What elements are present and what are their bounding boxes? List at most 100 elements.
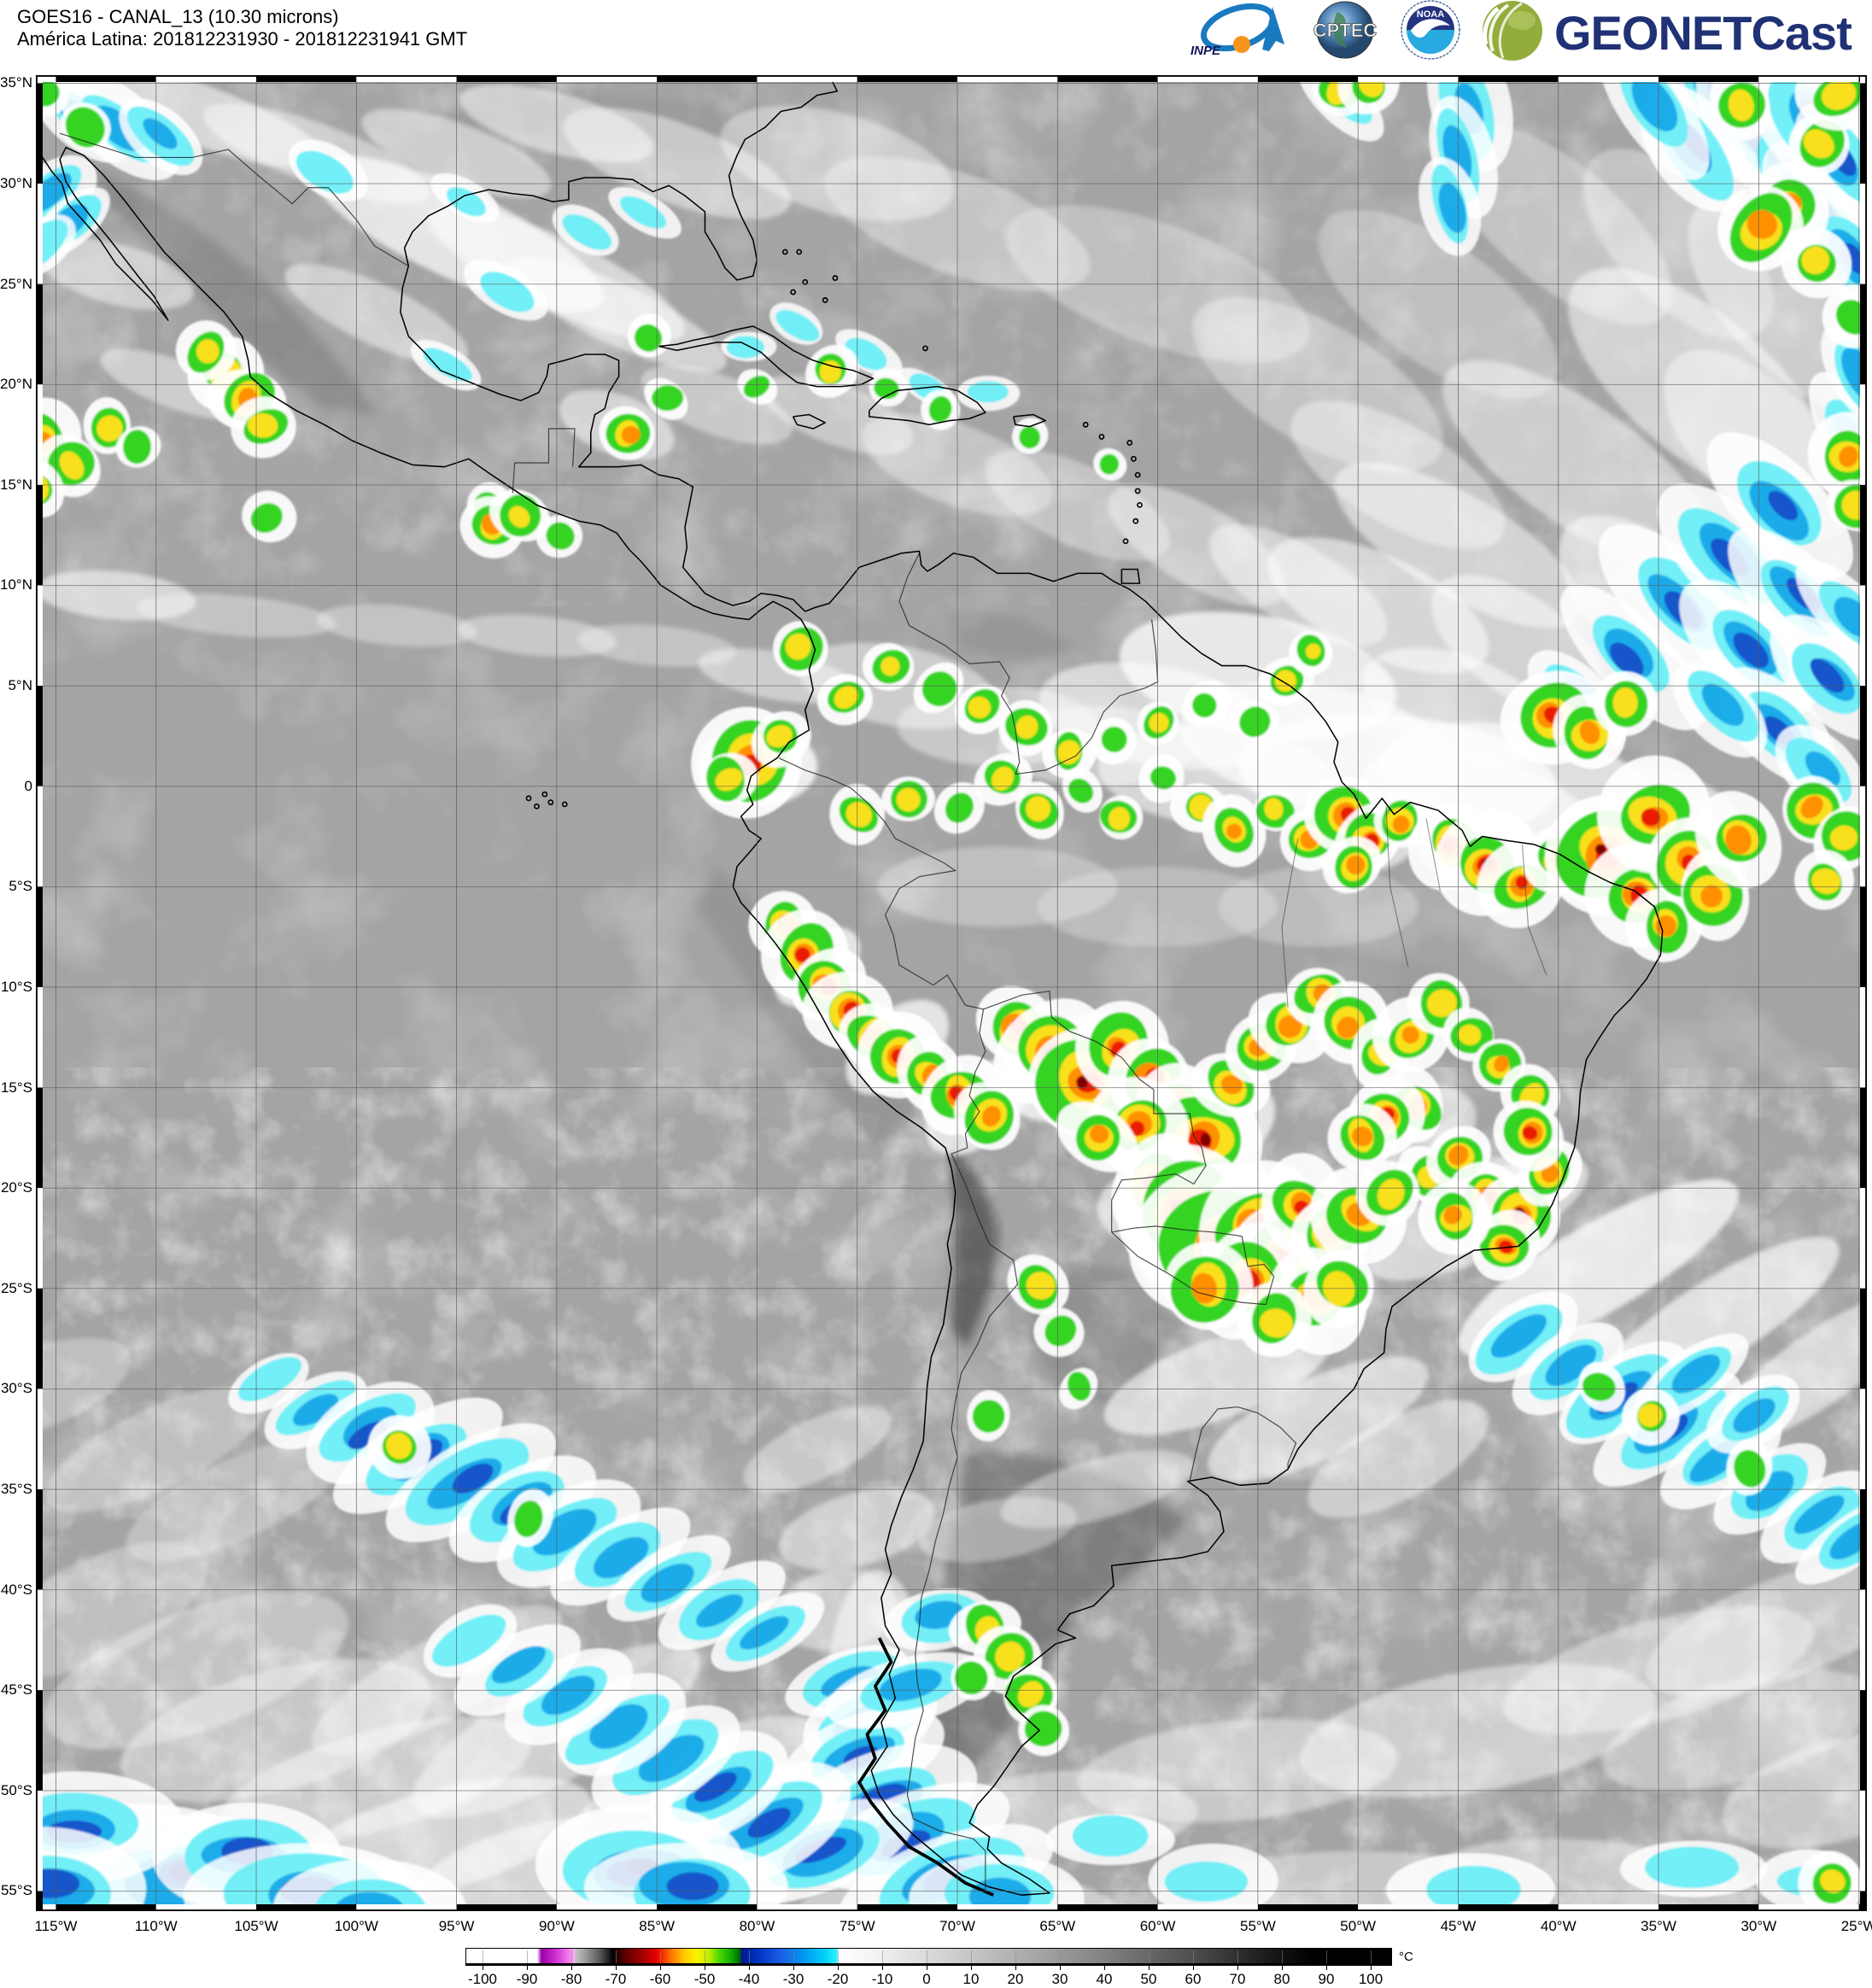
colorbar-tick xyxy=(1237,1966,1238,1970)
lat-label: 10°N xyxy=(0,576,32,593)
colorbar-inner-tick xyxy=(527,1950,528,1963)
colorbar-inner-tick xyxy=(1060,1950,1061,1963)
colorbar-tick-label: -90 xyxy=(516,1971,538,1987)
lon-label: 85°W xyxy=(639,1918,676,1934)
lon-label: 65°W xyxy=(1039,1918,1076,1934)
colorbar-tick xyxy=(1149,1966,1150,1970)
colorbar-inner-tick xyxy=(1237,1950,1238,1963)
colorbar-tick-label: -20 xyxy=(827,1971,849,1987)
lat-label: 45°S xyxy=(0,1681,32,1699)
colorbar-tick xyxy=(616,1966,617,1970)
colorbar-inner-tick xyxy=(793,1950,794,1963)
colorbar-inner-tick xyxy=(616,1950,617,1963)
lat-label: 30°S xyxy=(0,1380,32,1397)
lat-label: 5°N xyxy=(8,677,32,694)
colorbar-inner-tick xyxy=(838,1950,839,1963)
lon-label: 105°W xyxy=(234,1918,278,1934)
colorbar-tick-label: 10 xyxy=(962,1971,980,1987)
colorbar-tick-label: -60 xyxy=(649,1971,671,1987)
lon-label: 100°W xyxy=(334,1918,378,1934)
lat-label: 35°S xyxy=(0,1481,32,1498)
colorbar-tick-label: -10 xyxy=(871,1971,893,1987)
svg-text:NOAA: NOAA xyxy=(1417,9,1444,20)
colorbar-tick xyxy=(793,1966,794,1970)
colorbar-tick-label: -70 xyxy=(605,1971,627,1987)
colorbar-tick xyxy=(571,1966,572,1970)
lon-label: 90°W xyxy=(538,1918,575,1934)
cptec-logo: CPTEC xyxy=(1313,1,1378,59)
lat-label: 55°S xyxy=(0,1882,32,1899)
lon-label: 115°W xyxy=(34,1918,78,1934)
lat-label: 25°S xyxy=(0,1279,32,1296)
colorbar-tick xyxy=(1282,1966,1283,1970)
colorbar-tick-label: -50 xyxy=(693,1971,716,1987)
colorbar-tick xyxy=(882,1966,883,1970)
lon-label: 55°W xyxy=(1240,1918,1276,1934)
lat-label: 5°S xyxy=(9,878,32,895)
satellite-map-panel xyxy=(36,75,1867,1911)
lat-label: 20°N xyxy=(0,376,32,393)
colorbar-inner-tick xyxy=(1326,1950,1327,1963)
colorbar-unit: °C xyxy=(1399,1950,1413,1964)
colorbar-tick-label: 30 xyxy=(1051,1971,1068,1987)
colorbar-inner-tick xyxy=(749,1950,750,1963)
lon-label: 70°W xyxy=(939,1918,975,1934)
satellite-ir-image xyxy=(36,75,1867,1911)
colorbar-tick-label: -80 xyxy=(560,1971,582,1987)
colorbar-tick xyxy=(660,1966,661,1970)
colorbar-tick-label: 90 xyxy=(1318,1971,1335,1987)
colorbar-inner-tick xyxy=(1015,1950,1016,1963)
lat-label: 35°N xyxy=(0,74,32,91)
colorbar-tick xyxy=(1015,1966,1016,1970)
lon-label: 35°W xyxy=(1641,1918,1676,1934)
colorbar-tick-label: 100 xyxy=(1358,1971,1384,1987)
colorbar-tick-label: 40 xyxy=(1096,1971,1113,1987)
lat-label: 20°S xyxy=(0,1179,32,1196)
colorbar-tick-label: 80 xyxy=(1273,1971,1290,1987)
lat-label: 10°S xyxy=(0,978,32,995)
lon-label: 110°W xyxy=(134,1918,178,1934)
colorbar-tick xyxy=(1326,1966,1327,1970)
inpe-logo: INPE xyxy=(1190,3,1284,58)
colorbar-tick xyxy=(1104,1966,1105,1970)
lon-label: 40°W xyxy=(1540,1918,1577,1934)
colorbar-tick xyxy=(1371,1966,1372,1970)
lat-label: 40°S xyxy=(0,1581,32,1598)
lon-label: 25°W xyxy=(1840,1918,1872,1934)
geonetcast-logo xyxy=(1483,1,1542,61)
colorbar-tick-label: 60 xyxy=(1185,1971,1202,1987)
colorbar-inner-tick xyxy=(1104,1950,1105,1963)
lat-label: 15°S xyxy=(0,1079,32,1096)
lat-label: 30°N xyxy=(0,175,32,192)
colorbar-tick xyxy=(1060,1966,1061,1970)
lon-label: 50°W xyxy=(1340,1918,1377,1934)
noaa-logo: NOAA xyxy=(1401,0,1460,60)
colorbar-tick-label: -100 xyxy=(467,1971,498,1987)
colorbar-tick-label: 20 xyxy=(1007,1971,1024,1987)
colorbar-tick xyxy=(749,1966,750,1970)
lat-label: 0 xyxy=(24,777,32,794)
colorbar-inner-tick xyxy=(1149,1950,1150,1963)
lat-label: 50°S xyxy=(0,1781,32,1798)
lon-label: 80°W xyxy=(739,1918,775,1934)
colorbar-inner-tick xyxy=(971,1950,972,1963)
temperature-colorbar xyxy=(465,1948,1392,1966)
colorbar-tick-label: 70 xyxy=(1229,1971,1246,1987)
colorbar-inner-tick xyxy=(571,1950,572,1963)
lat-label: 15°N xyxy=(0,476,32,493)
colorbar-tick-label: 0 xyxy=(922,1971,931,1987)
colorbar-inner-tick xyxy=(1371,1950,1372,1963)
lon-label: 45°W xyxy=(1440,1918,1477,1934)
colorbar-tick xyxy=(527,1966,528,1970)
colorbar-tick xyxy=(838,1966,839,1970)
lon-label: 75°W xyxy=(839,1918,875,1934)
colorbar-tick-label: 50 xyxy=(1140,1971,1157,1987)
lat-label: 25°N xyxy=(0,275,32,292)
product-title: GOES16 - CANAL_13 (10.30 microns) xyxy=(17,6,339,27)
colorbar-inner-tick xyxy=(882,1950,883,1963)
colorbar-inner-tick xyxy=(1282,1950,1283,1963)
geonetcast-wordmark: GEONETCast xyxy=(1554,6,1852,60)
lon-label: 60°W xyxy=(1139,1918,1176,1934)
svg-text:INPE: INPE xyxy=(1190,44,1221,58)
colorbar-inner-tick xyxy=(660,1950,661,1963)
